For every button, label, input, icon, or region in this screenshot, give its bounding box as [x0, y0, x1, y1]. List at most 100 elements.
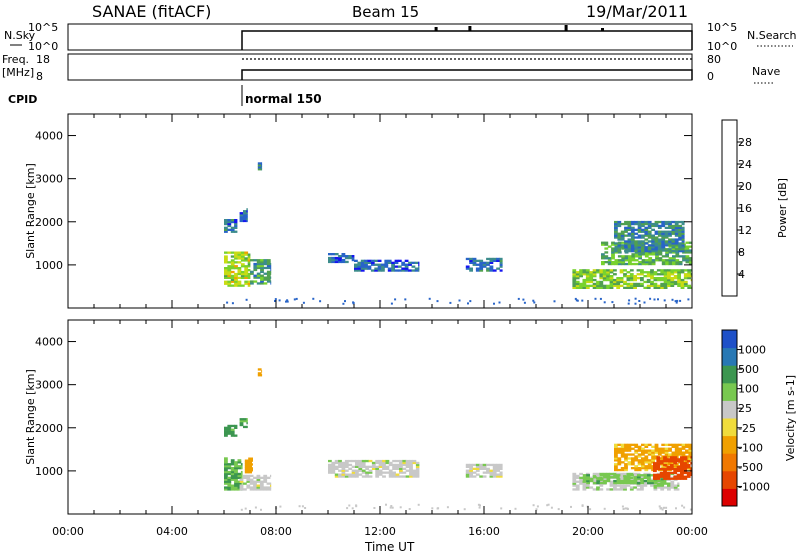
power-cell	[681, 228, 685, 231]
vel-cell	[368, 465, 373, 468]
vel-cell	[248, 471, 252, 474]
power-cell	[237, 255, 242, 258]
vel-cell	[402, 463, 407, 467]
vel-cell	[234, 461, 238, 464]
vel-cell	[660, 479, 665, 483]
vel-cell	[388, 473, 393, 476]
vel-cell	[489, 475, 494, 478]
power-cell	[654, 248, 659, 251]
power-cell	[486, 269, 490, 272]
vel-cell	[654, 445, 659, 448]
vel-cell	[224, 478, 228, 481]
power-cell	[609, 275, 614, 278]
power-cell	[663, 286, 668, 289]
velocity-colorbar-swatch	[722, 330, 737, 349]
vel-cell	[257, 368, 262, 371]
vel-cell	[596, 476, 600, 479]
vel-cell	[616, 488, 621, 491]
power-cell	[237, 253, 242, 256]
vel-cell	[378, 473, 383, 476]
vel-cell	[412, 471, 417, 474]
vel-cell	[230, 430, 235, 433]
vel-speck	[408, 508, 411, 510]
nsearch-tick-low: 10^0	[707, 40, 737, 53]
power-cell	[234, 220, 238, 224]
power-cell	[266, 272, 271, 275]
vel-cell	[614, 453, 618, 456]
vel-speck	[500, 507, 503, 510]
power-cell	[637, 224, 642, 228]
power-speck	[394, 298, 397, 301]
power-cell	[585, 280, 590, 284]
power-cell	[638, 255, 642, 258]
power-cell	[239, 214, 244, 217]
vel-cell	[355, 469, 359, 472]
power-speck	[532, 299, 535, 302]
power-speck	[522, 298, 525, 301]
vel-cell	[579, 478, 583, 481]
power-speck	[278, 299, 281, 302]
vel-cell	[627, 463, 632, 466]
power-cell	[592, 278, 597, 282]
power-cell	[644, 228, 649, 231]
vel-cell	[683, 465, 688, 469]
power-cell	[607, 261, 612, 264]
vel-cell	[572, 478, 577, 481]
vel-cell	[657, 449, 662, 452]
vel-cell	[641, 467, 645, 470]
vel-cell	[636, 478, 641, 481]
vel-cell	[619, 474, 624, 478]
power-cell	[617, 255, 622, 258]
power-cell	[611, 262, 615, 266]
power-cell	[404, 259, 409, 262]
power-cell	[247, 253, 251, 256]
power-cell	[682, 259, 686, 262]
vel-cell	[677, 488, 680, 491]
power-cell	[592, 271, 597, 274]
power-cell	[257, 168, 262, 171]
power-cell	[656, 284, 661, 287]
power-cell	[234, 226, 238, 229]
vel-cell	[385, 461, 390, 465]
power-cell	[667, 280, 671, 284]
power-cell	[592, 269, 597, 272]
vel-cell	[227, 428, 232, 431]
vel-cell	[683, 458, 688, 461]
power-cell	[674, 238, 679, 241]
power-cell	[331, 260, 336, 264]
power-cell	[641, 259, 646, 262]
vel-cell	[674, 445, 679, 448]
power-cell	[602, 275, 607, 278]
power-cell	[240, 257, 245, 260]
power-cell	[646, 271, 651, 274]
power-cell	[614, 262, 619, 266]
power-cell	[624, 220, 628, 224]
power-cell	[637, 226, 642, 229]
vel-cell	[617, 463, 622, 466]
power-cell	[240, 251, 245, 254]
power-cell	[230, 219, 235, 222]
power-cell	[589, 284, 594, 287]
vel-speck	[570, 505, 572, 508]
vel-cell	[489, 463, 494, 467]
power-cell	[661, 244, 666, 247]
power-cell	[230, 228, 235, 231]
power-cell	[247, 259, 251, 262]
power-cell	[227, 276, 232, 279]
power-cell	[688, 257, 693, 260]
vel-cell	[246, 476, 251, 479]
vel-cell	[415, 475, 420, 478]
vel-cell	[630, 474, 634, 477]
vel-cell	[623, 486, 627, 489]
power-cell	[496, 267, 500, 270]
vel-cell	[663, 469, 667, 473]
vel-cell	[660, 484, 665, 487]
vel-cell	[623, 474, 627, 478]
power-cell	[489, 257, 494, 261]
vel-cell	[617, 451, 622, 454]
vel-cell	[647, 453, 652, 456]
vel-cell	[492, 473, 497, 476]
power-cell	[650, 273, 654, 276]
power-cell	[656, 273, 661, 276]
